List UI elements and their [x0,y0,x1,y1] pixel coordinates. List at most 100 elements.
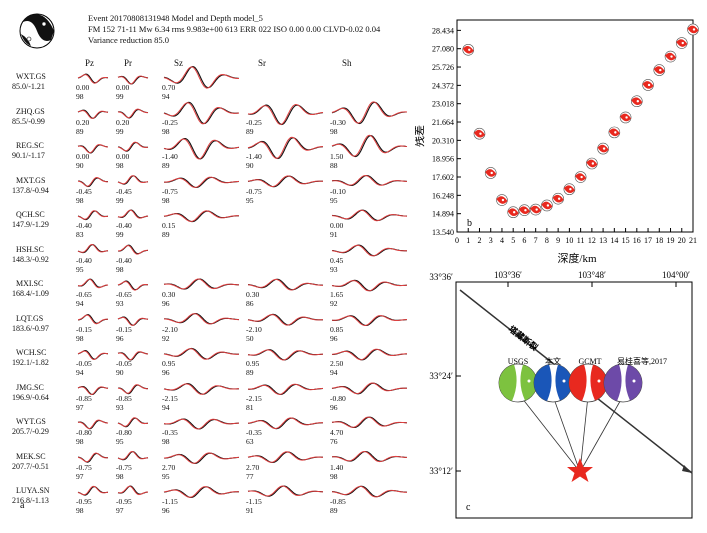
correlation-label: 98 [76,437,84,446]
beachball-point [619,111,632,124]
synthetic-trace [247,417,323,430]
time-shift-label: 2.50 [330,359,344,368]
x-tick-label: 8 [545,236,549,245]
synthetic-trace [163,278,240,290]
synthetic-trace [117,280,148,291]
station-distance: 137.8/-0.94 [12,185,49,195]
time-shift-label: 1.50 [330,152,344,161]
x-tick-label: 0 [455,236,459,245]
correlation-label: 97 [76,471,84,481]
y-tick-label: 24.372 [432,81,454,90]
beachball-point [687,23,699,36]
x-tick-label: 4 [500,236,504,245]
time-shift-label: -0.95 [116,497,132,506]
correlation-label: 94 [330,368,338,377]
correlation-label: 89 [330,506,338,515]
correlation-label: 91 [246,506,254,515]
observed-trace [331,382,407,395]
synthetic-trace [331,315,408,327]
correlation-label: 96 [330,333,338,343]
observed-trace [247,137,324,160]
synthetic-trace [117,75,148,85]
x-tick-label: 15 [622,236,630,245]
x-tick-label: 17 [644,236,652,245]
x-tick-label: 3 [489,236,493,245]
yi-2017-beachball-icon [603,363,643,403]
beachball-point [529,203,542,216]
synthetic-trace [248,383,324,395]
station-label: MXT.GS [16,175,46,185]
observed-trace [163,101,240,125]
synthetic-trace [77,144,108,154]
time-shift-label: -0.15 [116,324,132,334]
station-distance: 205.7/-0.29 [12,427,49,436]
x-tick-label: 2 [477,236,481,245]
observed-trace [331,135,408,158]
time-shift-label: 0.30 [162,290,176,299]
synthetic-trace [247,349,324,361]
synthetic-trace [164,176,240,188]
synthetic-trace [118,244,148,255]
time-shift-label: 0.00 [116,152,130,161]
time-shift-label: -0.75 [76,462,92,472]
correlation-label: 90 [76,161,84,170]
observed-trace [331,244,407,257]
label-this-study: 本文 [545,356,561,366]
beachball-point [675,37,688,49]
synthetic-trace [164,418,240,430]
time-shift-label: 0.95 [162,359,176,368]
epicenter-map: 103°36′ 103°48′ 104°00′ 33°36′ 33°24′ 33… [429,270,693,519]
synthetic-trace [117,450,149,460]
epicenter-star-icon [567,458,593,482]
observed-trace [78,177,108,188]
correlation-label: 89 [246,126,254,136]
column-header-pz: Pz [85,58,94,68]
time-shift-label: -0.80 [76,428,92,437]
time-shift-label: -0.80 [330,393,346,403]
station-label: LQT.GS [16,313,44,323]
correlation-label: 96 [162,368,170,377]
correlation-label: 98 [162,195,170,205]
time-shift-label: -2.15 [162,393,178,403]
synthetic-trace [247,103,324,126]
correlation-label: 88 [330,161,338,170]
chart-y-label: 残差 [415,125,426,147]
beachball-point [586,157,598,170]
synthetic-trace [331,416,408,428]
time-shift-label: -0.40 [116,221,132,230]
chart-x-label: 深度/km [557,251,597,265]
station-label: WXT.GS [16,72,46,81]
synthetic-trace [163,348,239,360]
correlation-label: 98 [76,92,84,101]
observed-trace [163,137,240,160]
time-shift-label: -0.85 [116,393,132,403]
time-shift-label: 1.65 [330,290,344,299]
time-shift-label: -0.85 [330,497,346,506]
beachball-point [473,127,486,140]
time-shift-label: 0.95 [246,359,260,368]
station-label: LUYA.SN [16,486,50,495]
correlation-label: 93 [116,402,124,412]
x-tick-label: 11 [577,236,585,245]
time-shift-label: -0.35 [162,428,178,437]
synthetic-trace [332,450,408,463]
station-distance: 216.8/-1.13 [12,496,49,505]
time-shift-label: -0.75 [246,186,262,196]
beachball-point [496,194,508,206]
correlation-label: 94 [162,402,170,412]
synthetic-trace [163,486,239,498]
observed-trace [163,66,240,89]
time-shift-label: -1.15 [246,497,262,506]
station-label: WCH.SC [16,348,47,357]
correlation-label: 98 [116,264,124,274]
panel-b-tag: b [467,218,472,229]
x-tick-label: 1 [466,236,470,245]
time-shift-label: -1.40 [246,152,262,161]
synthetic-trace [118,108,148,119]
station-distance: 183.6/-0.97 [12,323,49,333]
correlation-label: 94 [76,368,84,377]
label-yi-2017: 易桂喜等,2017 [617,356,667,366]
gcmt-beachball-icon [568,363,608,403]
correlation-label: 98 [162,126,170,136]
synthetic-trace [247,451,323,463]
